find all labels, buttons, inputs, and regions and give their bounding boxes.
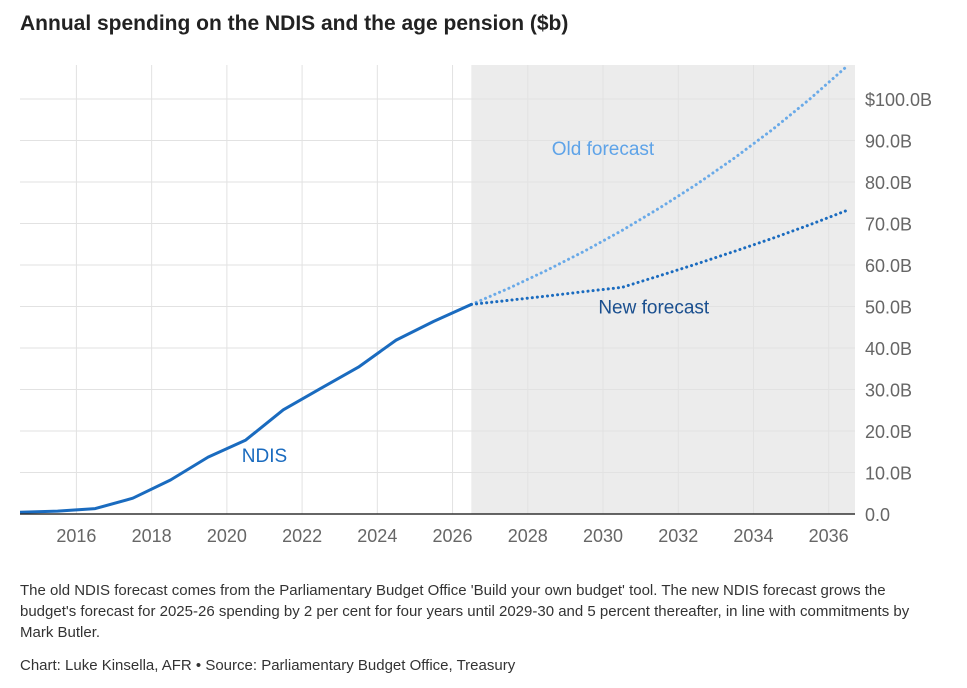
chart-credit: Chart: Luke Kinsella, AFR • Source: Parl… [20, 657, 516, 674]
x-tick-label: 2034 [733, 526, 773, 546]
y-tick-label: 40.0B [865, 339, 912, 359]
y-tick-label: 50.0B [865, 298, 912, 318]
x-tick-label: 2016 [56, 526, 96, 546]
gridlines [20, 65, 855, 514]
forecast-region [471, 65, 855, 514]
y-tick-label: 20.0B [865, 422, 912, 442]
x-tick-label: 2020 [207, 526, 247, 546]
line-chart: 2016 2018 2020 2022 2024 2026 2028 2030 2032 2034… [20, 65, 932, 546]
new-forecast-label: New forecast [598, 298, 710, 319]
x-tick-label: 2022 [282, 526, 322, 546]
y-tick-label: 90.0B [865, 132, 912, 152]
y-axis-ticks: 0.0 10.0B 20.0B 30.0B 40.0B 50.0B 60.0B 70.0B 80… [865, 90, 932, 525]
y-tick-label: 70.0B [865, 215, 912, 235]
y-tick-label: 0.0 [865, 505, 890, 525]
x-tick-label: 2026 [433, 526, 473, 546]
x-tick-label: 2030 [583, 526, 623, 546]
y-tick-label: 30.0B [865, 381, 912, 401]
ndis-actual-line [20, 303, 473, 514]
forecast-shade [471, 65, 855, 514]
chart-note: The old NDIS forecast comes from the Par… [20, 582, 910, 641]
series-lines [20, 65, 849, 514]
chart-title: Annual spending on the NDIS and the age … [20, 12, 569, 35]
x-axis-ticks: 2016 2018 2020 2022 2024 2026 2028 2030 2032 2034… [56, 526, 848, 546]
y-tick-label: 60.0B [865, 256, 912, 276]
y-tick-label: 80.0B [865, 173, 912, 193]
ndis-label: NDIS [242, 446, 287, 467]
y-tick-label: 10.0B [865, 464, 912, 484]
series-annotations: NDIS Old forecast New forecast [242, 139, 710, 467]
x-tick-label: 2036 [809, 526, 849, 546]
x-tick-label: 2018 [132, 526, 172, 546]
x-tick-label: 2024 [357, 526, 397, 546]
x-tick-label: 2032 [658, 526, 698, 546]
x-tick-label: 2028 [508, 526, 548, 546]
old-forecast-label: Old forecast [552, 139, 655, 160]
y-tick-label: $100.0B [865, 90, 932, 110]
